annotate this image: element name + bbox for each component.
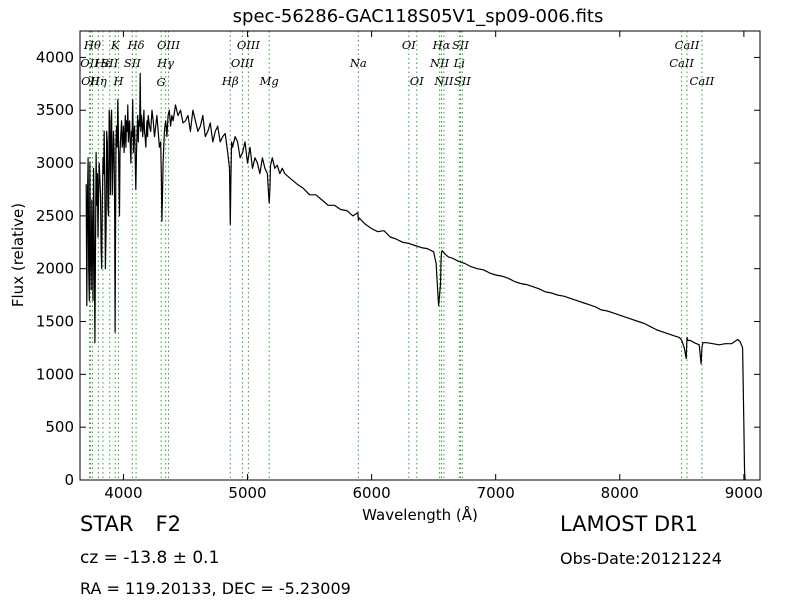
object-subclass: F2 [155, 512, 181, 536]
spectral-line-label: OIII [237, 38, 261, 52]
ra-dec-coordinates: RA = 119.20133, DEC = -5.23009 [80, 579, 351, 598]
object-classification: STAR F2 [80, 512, 181, 536]
y-tick-label: 500 [45, 418, 74, 436]
spectral-line-label: Li [453, 56, 466, 70]
spectrum-line [85, 72, 746, 481]
axis-ticks: 4000 5000 6000 7000 8000 9000 0 500 1000 1500 2000… [36, 31, 763, 502]
redshift-cz: cz = -13.8 ± 0.1 [80, 548, 220, 568]
spectrum-series [85, 72, 746, 481]
x-tick-label: 9000 [725, 484, 763, 502]
x-tick-label: 8000 [601, 484, 639, 502]
spectral-line-label: Hγ [156, 56, 174, 70]
x-tick-label: 7000 [477, 484, 515, 502]
spectral-line-label: K [110, 38, 121, 52]
spectral-line-label: OII [80, 56, 99, 70]
spectral-line-label: SII [452, 38, 469, 52]
y-tick-label: 3500 [36, 101, 74, 119]
spectral-line-label: OI [402, 38, 416, 52]
spectral-line-label: CaII [690, 74, 715, 88]
spectral-line-label: OIII [231, 56, 255, 70]
y-tick-label: 4000 [36, 48, 74, 66]
spectral-line-label: Mg [259, 74, 279, 88]
spectral-line-label: OII [81, 74, 100, 88]
y-axis-label: Flux (relative) [9, 203, 27, 307]
spectral-line-label: CaII [675, 38, 700, 52]
x-axis-label: Wavelength (Å) [362, 505, 478, 524]
y-tick-label: 0 [64, 471, 74, 489]
spectral-line-label: SII [124, 56, 141, 70]
y-tick-label: 3000 [36, 154, 74, 172]
y-tick-label: 2000 [36, 260, 74, 278]
object-class: STAR [80, 512, 134, 536]
spectral-line-label: Hη [89, 74, 107, 88]
spectral-line-label: G [157, 75, 166, 89]
y-tick-label: 2500 [36, 207, 74, 225]
spectral-line-label: Hε [94, 56, 111, 70]
chart-title: spec-56286-GAC118S05V1_sp09-006.fits [233, 6, 604, 27]
survey-name: LAMOST DR1 [560, 512, 699, 536]
spectral-line-label: Hα [432, 38, 451, 52]
x-tick-label: 6000 [353, 484, 391, 502]
x-tick-label: 4000 [104, 484, 142, 502]
spectral-line-label: NII [429, 56, 450, 70]
spectral-line-label: Na [349, 56, 367, 70]
spectral-line-label: SII [454, 74, 471, 88]
y-tick-label: 1000 [36, 365, 74, 383]
spectral-line-label: Hδ [127, 38, 145, 52]
plot-frame [79, 30, 761, 481]
spectral-line-markers: OIIOIIHθHηHεSIIKHSIIHδGHγOIIIHβOIIIOIIIM… [80, 31, 715, 480]
spectral-line-label: OIII [157, 38, 181, 52]
observation-date: Obs-Date:20121224 [560, 549, 722, 568]
spectral-line-label: NII [433, 74, 454, 88]
spectral-line-label: OI [410, 74, 424, 88]
spectral-line-label: SII [101, 56, 118, 70]
spectral-line-label: Hβ [221, 74, 239, 88]
spectral-line-label: H [112, 74, 124, 88]
x-tick-label: 5000 [228, 484, 266, 502]
spectral-line-label: Hθ [83, 38, 101, 52]
spectral-line-label: CaII [669, 56, 694, 70]
y-tick-label: 1500 [36, 313, 74, 331]
